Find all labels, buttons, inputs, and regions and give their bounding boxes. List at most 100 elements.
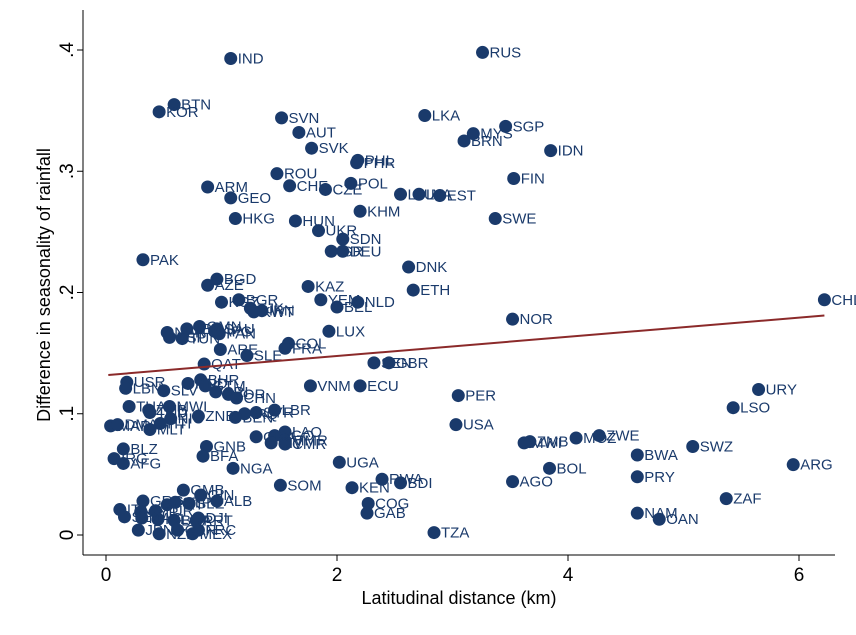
point-label-znb: ZNB bbox=[205, 408, 235, 425]
data-point-brn bbox=[457, 134, 471, 148]
point-label-bol: BOL bbox=[557, 460, 587, 477]
point-label-phl: PHL bbox=[365, 152, 394, 169]
point-label-zaf: ZAF bbox=[733, 491, 761, 508]
y-tick-label: .4 bbox=[57, 42, 78, 58]
point-label-oan: OAN bbox=[666, 511, 699, 528]
point-label-est: EST bbox=[447, 188, 476, 205]
data-point-swe bbox=[488, 212, 502, 226]
point-label-ury: URY bbox=[766, 382, 797, 399]
point-label-prt: PRT bbox=[203, 512, 233, 529]
point-label-dnk: DNK bbox=[416, 259, 448, 276]
data-point-idn bbox=[544, 144, 558, 158]
data-point-sle bbox=[240, 349, 254, 363]
y-tick-label: .1 bbox=[57, 406, 78, 422]
point-label-sdn: SDN bbox=[350, 231, 382, 248]
point-label-cze: CZE bbox=[332, 181, 362, 198]
point-label-tun: TUN bbox=[189, 331, 220, 348]
point-label-btn: BTN bbox=[181, 97, 211, 114]
point-label-moz: MOZ bbox=[583, 430, 616, 447]
data-point-lby bbox=[180, 322, 194, 336]
data-point-hti bbox=[153, 416, 167, 430]
point-label-kaz: KAZ bbox=[315, 278, 344, 295]
point-label-mys: MYS bbox=[480, 126, 513, 143]
data-point-tha bbox=[122, 399, 136, 413]
point-label-lso: LSO bbox=[740, 400, 770, 417]
data-point-nam bbox=[630, 506, 644, 520]
point-label-lva: LVA bbox=[426, 186, 452, 203]
data-point-rou bbox=[270, 167, 284, 181]
point-label-col: COL bbox=[295, 335, 326, 352]
data-point-tun bbox=[175, 332, 189, 346]
point-label-lbr: LBR bbox=[282, 402, 311, 419]
data-point-can bbox=[171, 523, 185, 537]
data-point-khm bbox=[353, 204, 367, 218]
data-point-svn bbox=[275, 111, 289, 125]
point-label-phr: PHR bbox=[364, 155, 396, 172]
point-label-gin: GIN bbox=[208, 487, 235, 504]
x-tick-label: 2 bbox=[332, 565, 343, 586]
point-label-ner: NER bbox=[174, 325, 206, 342]
data-point-hnd bbox=[181, 376, 195, 390]
point-label-gab: GAB bbox=[374, 505, 406, 522]
point-label-lby: LBY bbox=[194, 321, 222, 338]
point-label-bgr: BGR bbox=[246, 292, 279, 309]
point-label-arm: ARM bbox=[215, 179, 248, 196]
point-label-yem: YEM bbox=[328, 292, 361, 309]
data-point-mys bbox=[466, 127, 480, 141]
point-label-lao: LAO bbox=[292, 424, 322, 441]
data-point-deu bbox=[336, 244, 350, 258]
data-point-lbr bbox=[268, 403, 282, 417]
point-label-sgp: SGP bbox=[513, 118, 545, 135]
data-point-lka bbox=[418, 108, 432, 122]
data-point-ben bbox=[228, 410, 242, 424]
data-point-ind bbox=[224, 51, 238, 65]
point-label-syr: SYR bbox=[263, 405, 294, 422]
point-label-hun: HUN bbox=[302, 213, 335, 230]
data-point-sle bbox=[182, 496, 196, 510]
data-point-aze bbox=[201, 278, 215, 292]
point-label-tjk: TJK bbox=[257, 300, 284, 317]
data-point-gha bbox=[249, 430, 263, 444]
data-point-cog bbox=[361, 496, 375, 510]
data-point-prt bbox=[189, 513, 203, 527]
point-label-irn: IRN bbox=[269, 303, 295, 320]
data-point-bfa bbox=[196, 449, 210, 463]
point-label-mwi: MWI bbox=[177, 398, 208, 415]
point-label-svk: SVK bbox=[319, 140, 349, 157]
data-point-mwi bbox=[163, 399, 177, 413]
point-label-brn: BRN bbox=[471, 133, 503, 150]
data-point-yem bbox=[314, 293, 328, 307]
point-label-ukr: UKR bbox=[326, 223, 358, 240]
data-point-som bbox=[273, 478, 287, 492]
fit-line bbox=[108, 314, 825, 376]
data-point-sen bbox=[367, 356, 381, 370]
data-point-gab bbox=[360, 506, 374, 520]
data-point-ago bbox=[506, 475, 520, 489]
data-point-per bbox=[451, 389, 465, 403]
y-ticks: 0 .1 .2 .3 .4 bbox=[57, 42, 83, 540]
point-label-nzl: NZL bbox=[166, 526, 194, 543]
data-point-bel bbox=[330, 300, 344, 314]
point-label-bhr: BHR bbox=[208, 372, 240, 389]
point-label-tgo: TGO bbox=[282, 428, 315, 445]
point-label-sle: SLE bbox=[196, 495, 224, 512]
point-label-bwa: BWA bbox=[644, 447, 678, 464]
x-tick-label: 4 bbox=[563, 565, 574, 586]
point-label-lbn: LBN bbox=[133, 380, 162, 397]
point-label-tur: TUR bbox=[163, 503, 194, 520]
data-point-nor bbox=[506, 312, 520, 326]
point-label-bdi: BDI bbox=[408, 475, 433, 492]
data-point-zaf bbox=[719, 492, 733, 506]
data-point-arm bbox=[201, 180, 215, 194]
point-label-irg: IRG bbox=[121, 451, 148, 468]
data-point-fin bbox=[507, 172, 521, 186]
data-point-dnk bbox=[402, 260, 416, 274]
point-label-dma: DMA bbox=[125, 417, 158, 434]
y-tick-label: .3 bbox=[57, 163, 78, 179]
data-point-esp bbox=[163, 330, 177, 344]
point-label-kwt: KWT bbox=[261, 304, 294, 321]
point-label-zmb: ZMB bbox=[537, 434, 569, 451]
point-label-isr: ISR bbox=[338, 243, 363, 260]
